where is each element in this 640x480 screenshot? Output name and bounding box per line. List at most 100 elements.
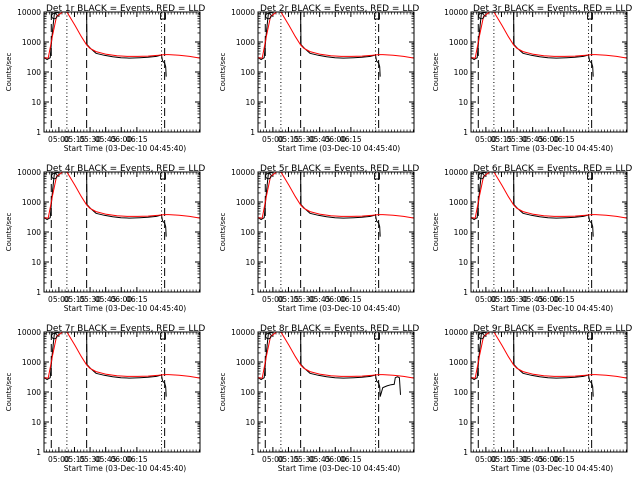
x-tick-label: 06:00 [110, 295, 132, 304]
panel-det-5: Det 5r BLACK = Events, RED = LLD Counts/s… [219, 164, 419, 313]
x-tick-label: 06:15 [553, 295, 575, 304]
panel-det-8: Det 8r BLACK = Events, RED = LLD Counts/s… [219, 324, 419, 473]
plot-frame [257, 11, 415, 133]
x-tick-label: 05:15 [278, 455, 300, 464]
y-tick-label: 10 [31, 418, 41, 427]
x-tick-label: 05:30 [79, 135, 101, 144]
events-series-line [258, 172, 381, 237]
plot-frame [43, 11, 201, 133]
x-tick-label: 05:30 [293, 455, 315, 464]
segment-bracket-marker [587, 13, 593, 20]
segment-bracket-marker [587, 333, 593, 340]
y-axis-label: Counts/sec [5, 373, 13, 412]
y-tick-label: 10 [31, 258, 41, 267]
segment-bracket-marker [587, 173, 593, 180]
x-tick-label: 05:30 [293, 295, 315, 304]
x-axis-label: Start Time (03-Dec-10 04:45:40) [278, 464, 400, 473]
y-axis-label: Counts/sec [5, 213, 13, 252]
x-tick-label: 05:30 [506, 295, 528, 304]
events-series-line [44, 12, 167, 77]
x-tick-label: 05:15 [491, 455, 513, 464]
x-axis-label: Start Time (03-Dec-10 04:45:40) [278, 304, 400, 313]
x-tick-label: 05:15 [491, 135, 513, 144]
x-axis-label: Start Time (03-Dec-10 04:45:40) [64, 464, 186, 473]
y-tick-label: 10000 [444, 328, 468, 337]
x-tick-label: 05:45 [309, 455, 331, 464]
y-tick-label: 1000 [22, 38, 41, 47]
y-tick-label: 10 [245, 418, 255, 427]
y-tick-label: 10000 [17, 168, 41, 177]
events-series-line [471, 172, 594, 237]
y-tick-label: 10 [458, 98, 468, 107]
peak-circle-marker [478, 332, 485, 340]
x-tick-label: 06:15 [340, 455, 362, 464]
lld-series-line [44, 332, 200, 379]
peak-circle-marker [51, 332, 58, 340]
x-tick-label: 05:00 [475, 455, 497, 464]
x-tick-label: 06:15 [340, 135, 362, 144]
events-series-line [44, 332, 167, 397]
x-tick-label: 05:45 [309, 295, 331, 304]
plot-frame [43, 171, 201, 293]
y-tick-label: 1000 [449, 38, 468, 47]
panel-det-2: Det 2r BLACK = Events, RED = LLD Counts/s… [219, 4, 419, 153]
y-tick-label: 100 [27, 68, 42, 77]
panel-title: Det 7r BLACK = Events, RED = LLD [46, 324, 205, 334]
y-tick-label: 1 [250, 128, 255, 137]
segment-bracket-marker [160, 173, 166, 180]
y-tick-label: 10000 [231, 8, 255, 17]
y-tick-label: 100 [454, 228, 469, 237]
x-tick-label: 06:15 [126, 455, 148, 464]
y-tick-label: 1 [250, 288, 255, 297]
x-tick-label: 05:15 [278, 295, 300, 304]
x-tick-label: 05:45 [522, 135, 544, 144]
y-tick-label: 100 [241, 68, 256, 77]
plot-frame [470, 171, 628, 293]
events-series-line [471, 12, 594, 77]
y-tick-label: 1000 [236, 358, 255, 367]
peak-circle-marker [265, 12, 272, 20]
segment-bracket-marker [374, 13, 380, 20]
y-tick-label: 1000 [449, 198, 468, 207]
x-tick-label: 05:30 [506, 455, 528, 464]
y-axis-label: Counts/sec [432, 53, 440, 92]
x-axis-label: Start Time (03-Dec-10 04:45:40) [278, 144, 400, 153]
y-tick-label: 10000 [444, 8, 468, 17]
x-tick-label: 05:30 [506, 135, 528, 144]
peak-circle-marker [478, 12, 485, 20]
y-tick-label: 1 [463, 288, 468, 297]
y-tick-label: 10000 [231, 328, 255, 337]
y-tick-label: 10000 [231, 168, 255, 177]
y-tick-label: 1000 [236, 198, 255, 207]
x-tick-label: 05:30 [79, 455, 101, 464]
x-tick-label: 06:00 [537, 295, 559, 304]
panel-title: Det 2r BLACK = Events, RED = LLD [260, 4, 419, 14]
x-tick-label: 06:15 [553, 135, 575, 144]
lld-series-line [258, 172, 414, 219]
lld-series-line [471, 12, 627, 59]
x-axis-label: Start Time (03-Dec-10 04:45:40) [491, 464, 613, 473]
x-tick-label: 06:15 [340, 295, 362, 304]
x-tick-label: 06:15 [126, 135, 148, 144]
plot-frame [43, 331, 201, 453]
segment-bracket-marker [374, 173, 380, 180]
y-tick-label: 10 [245, 98, 255, 107]
peak-circle-marker [51, 172, 58, 180]
x-tick-label: 05:00 [262, 135, 284, 144]
lld-series-line [258, 332, 414, 379]
x-tick-label: 05:45 [95, 135, 117, 144]
panel-det-4: Det 4r BLACK = Events, RED = LLD Counts/s… [5, 164, 205, 313]
x-tick-label: 06:00 [324, 135, 346, 144]
x-tick-label: 05:30 [79, 295, 101, 304]
panel-title: Det 4r BLACK = Events, RED = LLD [46, 164, 205, 174]
plot-frame [470, 331, 628, 453]
panel-title: Det 3r BLACK = Events, RED = LLD [473, 4, 632, 14]
lld-series-line [44, 12, 200, 59]
y-tick-label: 100 [241, 388, 256, 397]
y-tick-label: 10000 [17, 8, 41, 17]
plot-frame [470, 11, 628, 133]
x-tick-label: 05:15 [491, 295, 513, 304]
peak-circle-marker [265, 332, 272, 340]
x-tick-label: 05:30 [293, 135, 315, 144]
